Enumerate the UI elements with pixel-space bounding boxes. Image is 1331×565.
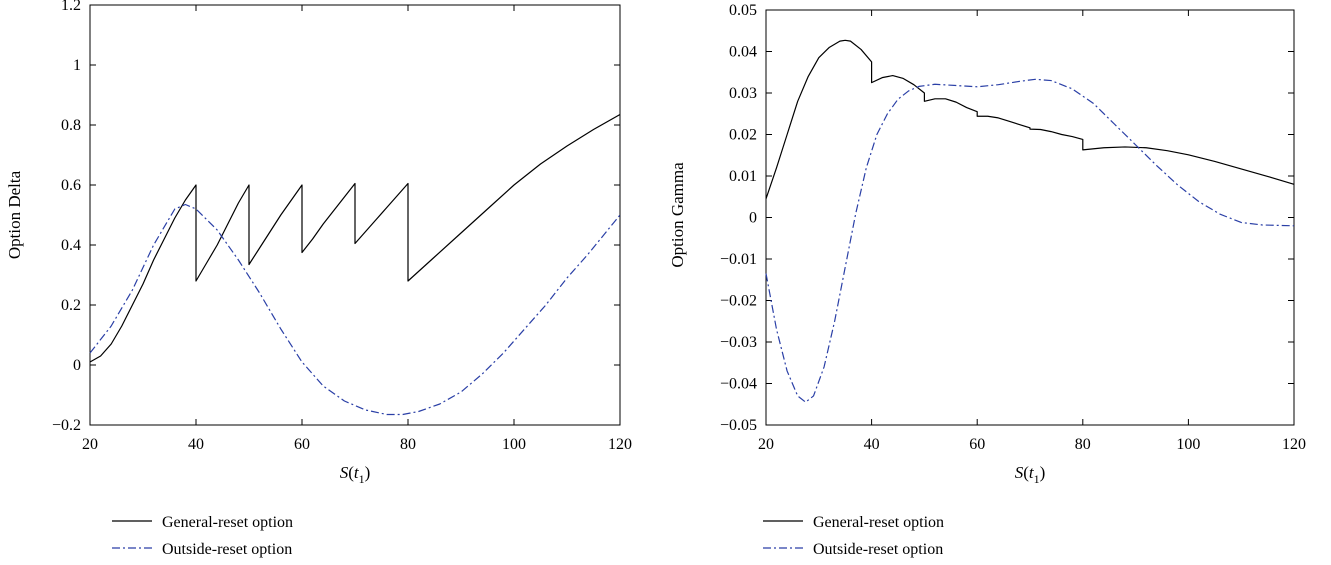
- legend-label-general-reset: General-reset option: [162, 514, 293, 531]
- y-tick-label: 0: [749, 210, 757, 227]
- y-tick-label: 0.2: [61, 297, 81, 314]
- y-tick-label: 0.03: [729, 85, 757, 102]
- y-tick-label: 0.6: [61, 177, 81, 194]
- legend-label-outside-reset: Outside-reset option: [162, 541, 292, 558]
- y-axis: −0.2 0 0.2 0.4 0.6 0.8 1 1.2: [52, 0, 620, 434]
- x-tick-label: 80: [400, 436, 416, 453]
- legend: General-reset option Outside-reset optio…: [763, 514, 944, 558]
- x-tick-label: 20: [758, 436, 774, 453]
- legend-label-general-reset: General-reset option: [813, 514, 944, 531]
- y-tick-label: −0.2: [52, 417, 81, 434]
- x-tick-label: 60: [294, 436, 310, 453]
- y-tick-label: 1.2: [61, 0, 81, 14]
- y-axis-label: Option Delta: [5, 170, 24, 259]
- y-tick-label: 0.8: [61, 117, 81, 134]
- y-tick-label: 0.05: [729, 2, 757, 19]
- y-axis: −0.05 −0.04 −0.03 −0.02 −0.01 0 0.01 0.02 0.03 0.…: [720, 2, 1294, 434]
- x-axis-label: S(t1): [340, 463, 371, 486]
- y-tick-label: −0.01: [720, 251, 757, 268]
- gamma-chart: 20 40 60 80 100 120 −0.05 −0.04 −0.03 −0.02 −0.01…: [668, 2, 1306, 558]
- y-tick-label: −0.02: [720, 293, 757, 310]
- legend: General-reset option Outside-reset optio…: [112, 514, 293, 558]
- x-axis-label: S(t1): [1015, 463, 1046, 486]
- legend-label-outside-reset: Outside-reset option: [813, 541, 943, 558]
- y-tick-label: 0.04: [729, 44, 757, 61]
- y-tick-label: 1: [73, 57, 81, 74]
- x-tick-label: 120: [1282, 436, 1306, 453]
- x-tick-label: 40: [864, 436, 880, 453]
- x-axis: 20 40 60 80 100 120: [82, 5, 632, 453]
- series-general-reset-line: [89, 113, 621, 363]
- y-tick-label: −0.05: [720, 417, 757, 434]
- x-tick-label: 80: [1075, 436, 1091, 453]
- x-tick-label: 20: [82, 436, 98, 453]
- series-layer: [765, 39, 1295, 403]
- y-tick-label: 0.01: [729, 168, 757, 185]
- y-tick-label: 0.02: [729, 127, 757, 144]
- plot-frame: [89, 4, 621, 426]
- y-tick-label: 0: [73, 357, 81, 374]
- y-tick-label: −0.04: [720, 376, 757, 393]
- series-outside-reset-line: [89, 203, 621, 416]
- x-tick-label: 40: [188, 436, 204, 453]
- delta-chart: 20 40 60 80 100 120 −0.2 0 0.2 0.4 0.6 0.8 1 1.2 Opt…: [5, 0, 632, 558]
- y-axis-label: Option Gamma: [668, 162, 687, 268]
- x-tick-label: 100: [1176, 436, 1200, 453]
- x-tick-label: 60: [969, 436, 985, 453]
- series-outside-reset-line: [765, 78, 1295, 403]
- x-axis: 20 40 60 80 100 120: [758, 10, 1306, 453]
- y-tick-label: −0.03: [720, 334, 757, 351]
- x-tick-label: 120: [608, 436, 632, 453]
- plot-frame: [765, 9, 1295, 426]
- series-layer: [89, 113, 621, 416]
- series-general-reset-line: [765, 39, 1295, 200]
- y-tick-label: 0.4: [61, 237, 81, 254]
- x-tick-label: 100: [502, 436, 526, 453]
